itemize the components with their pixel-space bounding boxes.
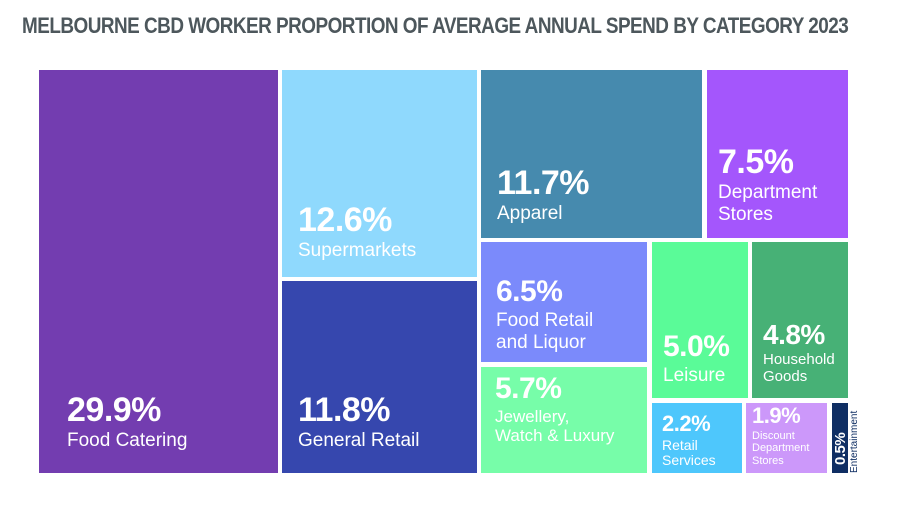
tile-label: Supermarkets bbox=[298, 239, 417, 261]
treemap-tile-household-goods: 4.8% Household Goods bbox=[752, 242, 848, 398]
tile-value: 11.8% bbox=[298, 390, 391, 429]
tile-value: 11.7% bbox=[497, 163, 590, 202]
tile-value: 12.6% bbox=[298, 200, 392, 239]
tile-value: 0.5% bbox=[832, 432, 849, 465]
treemap-tile-food-retail-liquor: 6.5% Food Retail and Liquor bbox=[481, 242, 647, 362]
tile-label: Entertainment bbox=[849, 410, 860, 473]
tile-label: Retail Services bbox=[662, 436, 716, 469]
tile-value: 1.9% bbox=[752, 403, 801, 428]
tile-label: Leisure bbox=[663, 364, 726, 386]
chart-title: MELBOURNE CBD WORKER PROPORTION OF AVERA… bbox=[22, 13, 849, 38]
tile-label: Jewellery, Watch & Luxury bbox=[495, 407, 615, 446]
tile-value: 5.0% bbox=[663, 329, 730, 363]
treemap-tile-apparel: 11.7% Apparel bbox=[481, 70, 702, 238]
tile-value: 2.2% bbox=[662, 410, 711, 436]
treemap-tile-discount-department-stores: 1.9% Discount Department Stores bbox=[746, 403, 827, 473]
tile-label: Department Stores bbox=[718, 182, 818, 225]
tile-value: 29.9% bbox=[67, 390, 161, 429]
tile-value: 6.5% bbox=[496, 275, 563, 309]
treemap-tile-general-retail: 11.8% General Retail bbox=[282, 281, 477, 473]
tile-label: General Retail bbox=[298, 429, 420, 451]
tile-label: Food Retail and Liquor bbox=[496, 310, 594, 353]
treemap-tile-food-catering: 29.9% Food Catering bbox=[39, 70, 278, 473]
tile-label: Household Goods bbox=[763, 351, 835, 386]
tile-label: Discount Department Stores bbox=[752, 430, 810, 467]
tile-value: 5.7% bbox=[495, 372, 562, 405]
treemap-tile-leisure: 5.0% Leisure bbox=[652, 242, 748, 398]
treemap-tile-retail-services: 2.2% Retail Services bbox=[652, 403, 742, 473]
tile-value: 4.8% bbox=[763, 319, 825, 351]
tile-value: 7.5% bbox=[718, 143, 794, 182]
treemap-tile-entertainment: 0.5% Entertainment bbox=[832, 403, 860, 473]
treemap-tile-department-stores: 7.5% Department Stores bbox=[707, 70, 848, 238]
tile-label: Food Catering bbox=[67, 429, 188, 451]
treemap-tile-supermarkets: 12.6% Supermarkets bbox=[282, 70, 477, 277]
treemap-tile-jewellery: 5.7% Jewellery, Watch & Luxury bbox=[481, 367, 647, 473]
tile-label: Apparel bbox=[497, 202, 563, 224]
